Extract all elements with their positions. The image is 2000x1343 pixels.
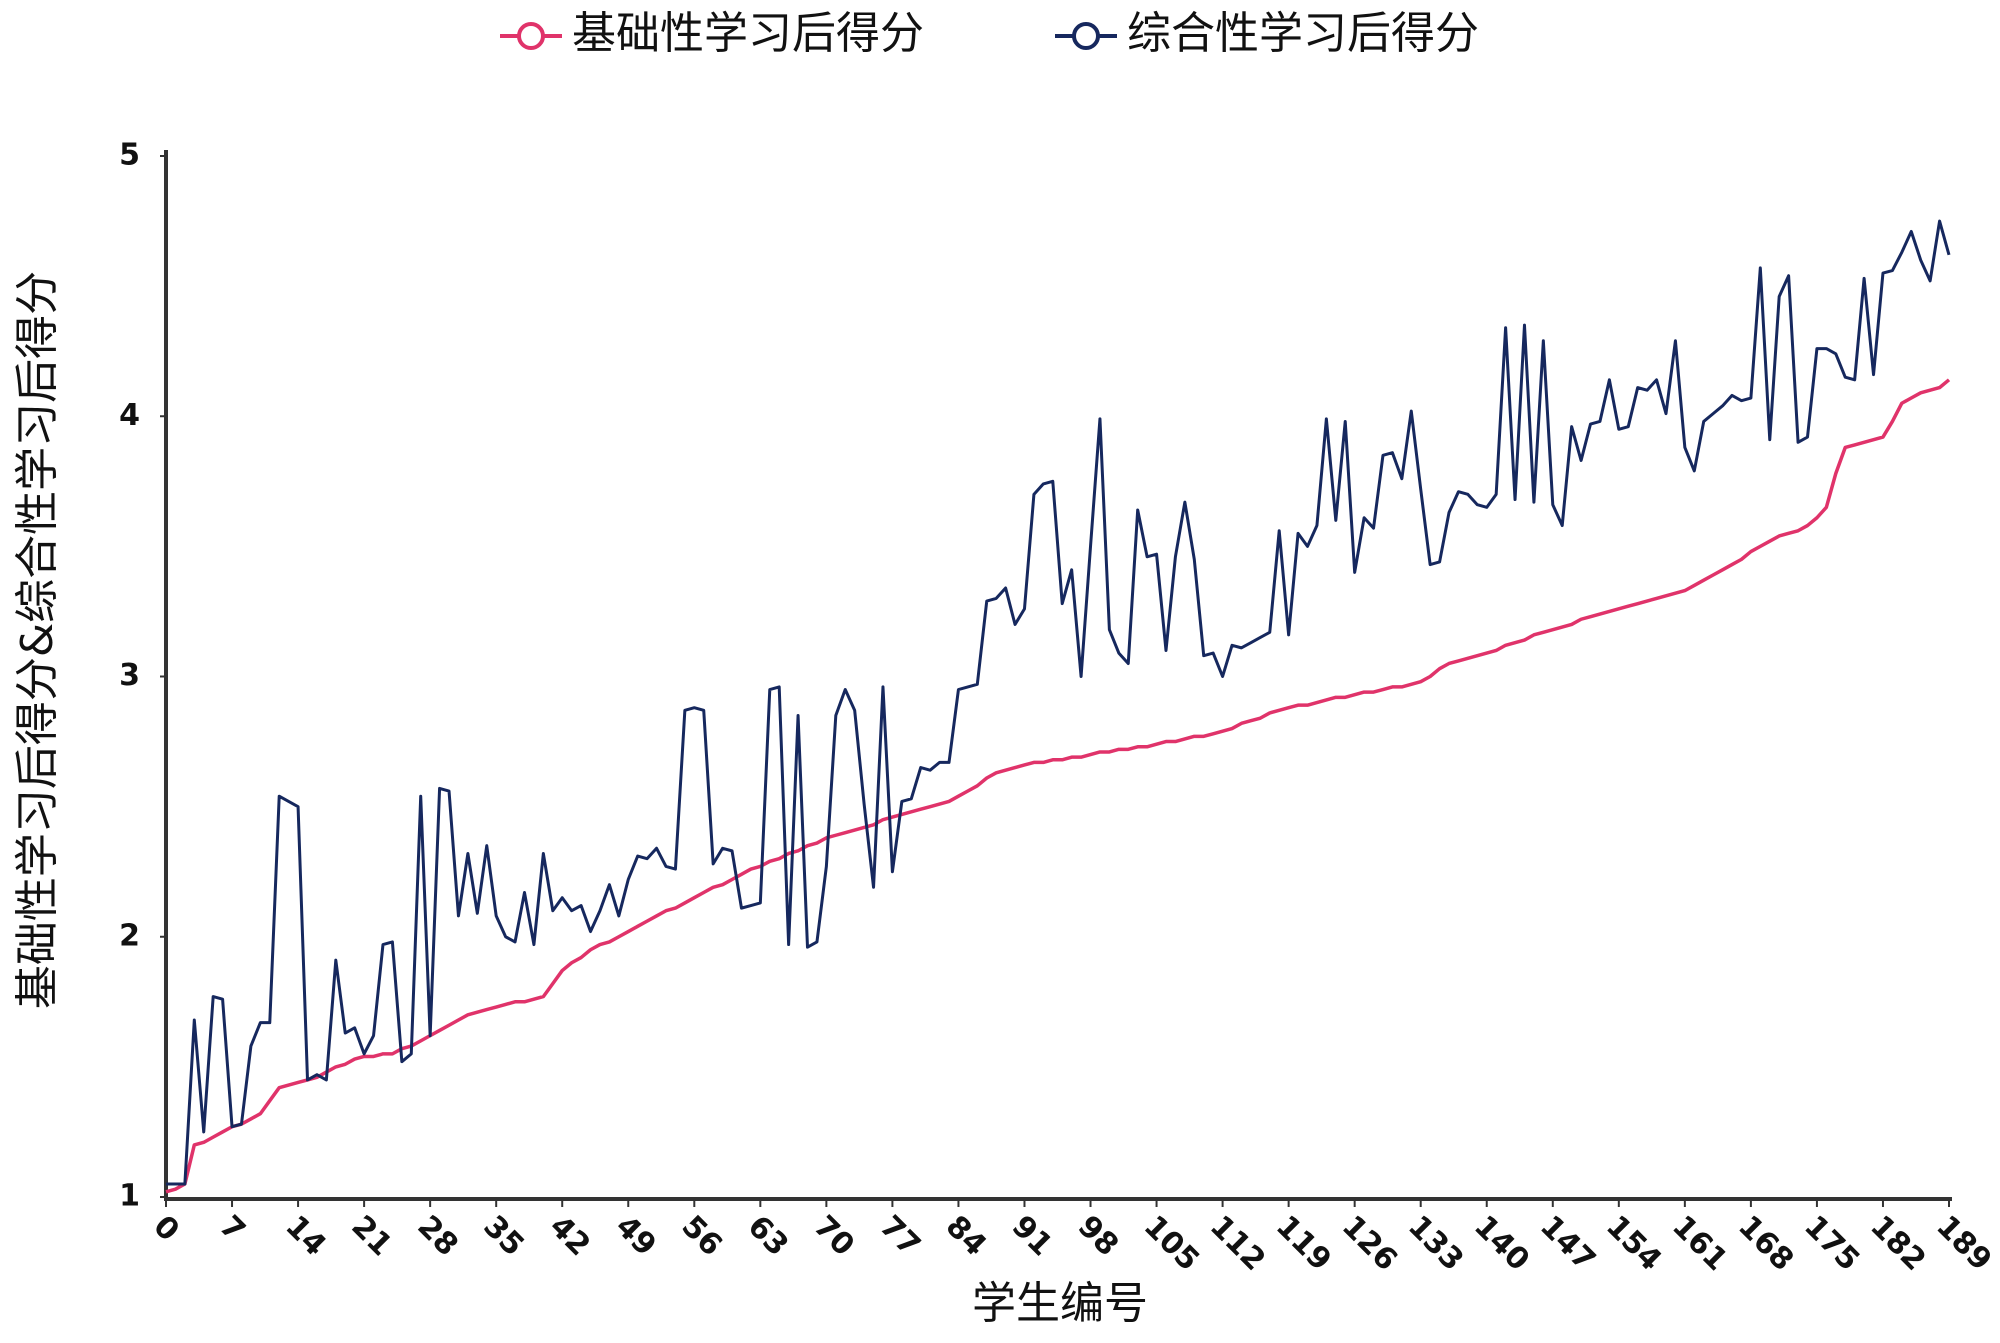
x-tick-label: 105 [1137, 1209, 1206, 1278]
x-tick-label: 154 [1599, 1209, 1668, 1278]
x-tick-label: 140 [1467, 1209, 1536, 1278]
x-tick-label: 56 [675, 1209, 729, 1263]
x-tick-label: 63 [741, 1209, 795, 1263]
x-tick-label: 119 [1269, 1209, 1338, 1278]
y-tick-label: 2 [119, 918, 140, 953]
x-tick-label: 77 [873, 1209, 927, 1263]
y-tick-label: 1 [119, 1179, 140, 1214]
x-tick-label: 70 [807, 1209, 861, 1263]
x-tick-label: 49 [609, 1209, 663, 1263]
x-tick-label: 91 [1005, 1209, 1059, 1263]
x-tick-label: 161 [1665, 1209, 1734, 1278]
legend-marker [1072, 22, 1100, 50]
x-tick-label: 98 [1071, 1209, 1125, 1263]
x-tick-label: 133 [1401, 1209, 1470, 1278]
x-axis-title: 学生编号 [972, 1278, 1148, 1329]
x-tick-label: 168 [1731, 1209, 1800, 1278]
y-tick-label: 4 [119, 398, 140, 433]
legend-label: 基础性学习后得分 [572, 8, 924, 59]
x-tick-label: 175 [1797, 1209, 1866, 1278]
legend-marker [517, 22, 545, 50]
x-tick-label: 21 [344, 1209, 398, 1263]
y-tick-label: 5 [119, 138, 140, 173]
x-tick-label: 147 [1533, 1209, 1602, 1278]
x-tick-label: 182 [1863, 1209, 1932, 1278]
x-tick-label: 189 [1929, 1209, 1998, 1278]
y-axis-title: 基础性学习后得分&综合性学习后得分 [12, 271, 63, 1009]
y-tick-label: 3 [119, 658, 140, 693]
x-tick-label: 126 [1335, 1209, 1404, 1278]
series-line [165, 378, 1951, 1194]
x-tick-label: 0 [146, 1209, 186, 1249]
x-tick-label: 112 [1203, 1209, 1272, 1278]
x-tick-label: 35 [477, 1209, 531, 1263]
x-tick-label: 42 [543, 1209, 597, 1263]
x-tick-label: 7 [212, 1209, 252, 1249]
x-tick-label: 84 [939, 1209, 993, 1263]
series-line [166, 219, 1951, 1186]
x-tick-label: 28 [410, 1209, 464, 1263]
legend-label: 综合性学习后得分 [1127, 8, 1479, 59]
x-tick-label: 14 [278, 1209, 332, 1263]
